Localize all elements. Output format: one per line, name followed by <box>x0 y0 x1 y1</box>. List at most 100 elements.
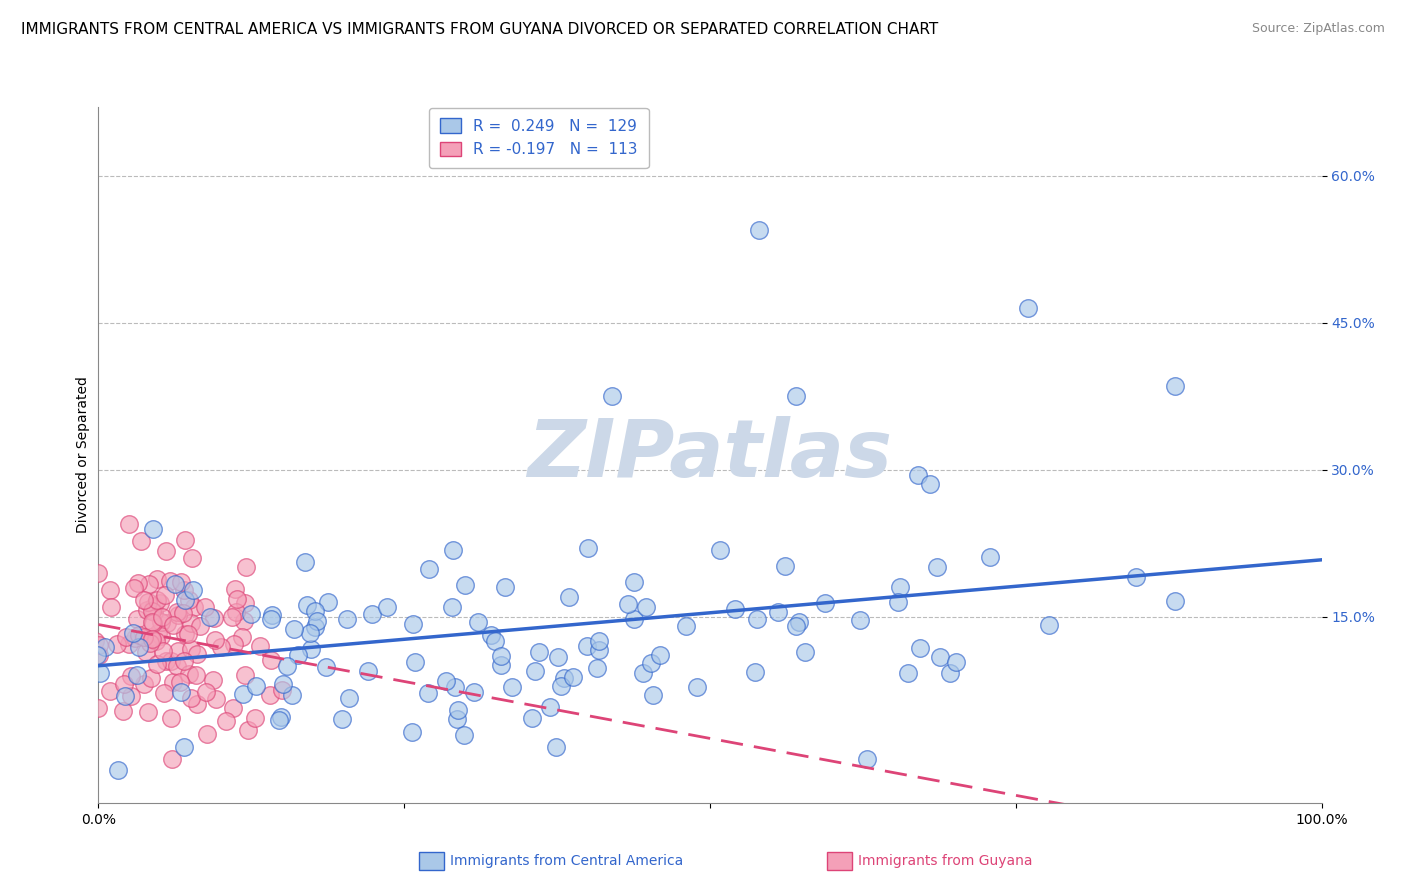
Point <box>131 533 153 548</box>
Point <box>446 712 468 726</box>
Point <box>287 648 309 663</box>
Point <box>232 687 254 701</box>
Point <box>401 725 423 739</box>
Point <box>928 650 950 665</box>
Point <box>180 641 202 656</box>
Point <box>260 612 283 626</box>
Point <box>72 558 94 572</box>
Point <box>231 630 253 644</box>
Point <box>768 605 790 619</box>
Point <box>1164 593 1187 607</box>
Point <box>15 681 38 695</box>
Point <box>83 634 105 648</box>
Point <box>142 599 165 614</box>
Point <box>120 669 142 683</box>
Point <box>186 647 208 661</box>
Point <box>600 389 623 403</box>
Point <box>1038 617 1060 632</box>
Point <box>454 578 477 592</box>
Point <box>183 600 205 615</box>
Point <box>789 615 811 630</box>
Point <box>77 632 100 647</box>
Point <box>166 658 188 673</box>
Point <box>146 626 169 640</box>
Point <box>179 593 201 607</box>
Point <box>87 638 110 652</box>
Point <box>124 631 146 645</box>
Point <box>215 714 238 728</box>
Point <box>235 560 257 574</box>
Point <box>118 637 141 651</box>
Point <box>547 650 569 665</box>
Point <box>183 582 205 597</box>
Point <box>173 740 195 755</box>
Point <box>588 633 610 648</box>
Point <box>188 618 211 632</box>
Point <box>172 606 194 620</box>
Point <box>361 607 384 621</box>
Point <box>643 688 665 702</box>
Point <box>889 580 911 594</box>
Point <box>588 642 610 657</box>
Point <box>86 648 108 662</box>
Point <box>269 713 291 727</box>
Point <box>744 665 766 679</box>
Point <box>145 593 167 607</box>
Point <box>225 591 247 606</box>
Point <box>553 671 575 685</box>
Point <box>221 610 243 624</box>
Point <box>709 543 731 558</box>
Point <box>114 690 136 704</box>
Point <box>305 614 328 628</box>
Point <box>785 389 807 403</box>
Point <box>1125 569 1147 583</box>
Point <box>162 675 184 690</box>
Point <box>447 703 470 717</box>
Point <box>173 654 195 668</box>
Point <box>939 666 962 681</box>
Point <box>194 599 217 614</box>
Point <box>441 600 464 615</box>
Point <box>145 657 167 671</box>
Point <box>105 637 128 651</box>
Point <box>330 712 353 726</box>
Point <box>295 598 318 612</box>
Point <box>69 681 91 695</box>
Point <box>576 639 599 653</box>
Point <box>260 607 283 622</box>
Point <box>114 630 136 644</box>
Point <box>10 639 32 653</box>
Point <box>156 616 179 631</box>
Point <box>896 666 918 681</box>
Point <box>675 619 697 633</box>
Point <box>225 605 247 619</box>
Point <box>236 723 259 738</box>
Point <box>11 665 34 680</box>
Point <box>143 605 166 619</box>
Point <box>167 643 190 657</box>
Point <box>111 704 134 718</box>
Point <box>162 617 184 632</box>
Point <box>233 614 256 628</box>
Point <box>925 559 948 574</box>
Point <box>87 566 110 581</box>
Point <box>623 612 645 626</box>
Point <box>152 644 174 658</box>
Point <box>724 602 747 616</box>
Point <box>271 677 294 691</box>
Point <box>73 626 96 640</box>
Point <box>169 675 191 690</box>
Point <box>418 686 440 700</box>
Point <box>945 655 967 669</box>
Point <box>489 658 512 673</box>
Point <box>128 640 150 655</box>
Point <box>562 670 585 684</box>
Text: Source: ZipAtlas.com: Source: ZipAtlas.com <box>1251 22 1385 36</box>
Point <box>586 661 609 675</box>
Point <box>173 582 195 597</box>
Point <box>150 609 173 624</box>
Point <box>118 516 141 531</box>
Point <box>979 550 1001 565</box>
Point <box>443 680 465 694</box>
Point <box>221 701 243 715</box>
